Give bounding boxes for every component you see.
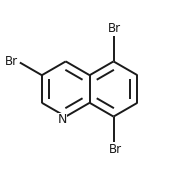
Text: Br: Br xyxy=(108,22,121,35)
Text: N: N xyxy=(58,113,67,126)
Text: Br: Br xyxy=(4,55,17,68)
Text: Br: Br xyxy=(109,143,122,156)
